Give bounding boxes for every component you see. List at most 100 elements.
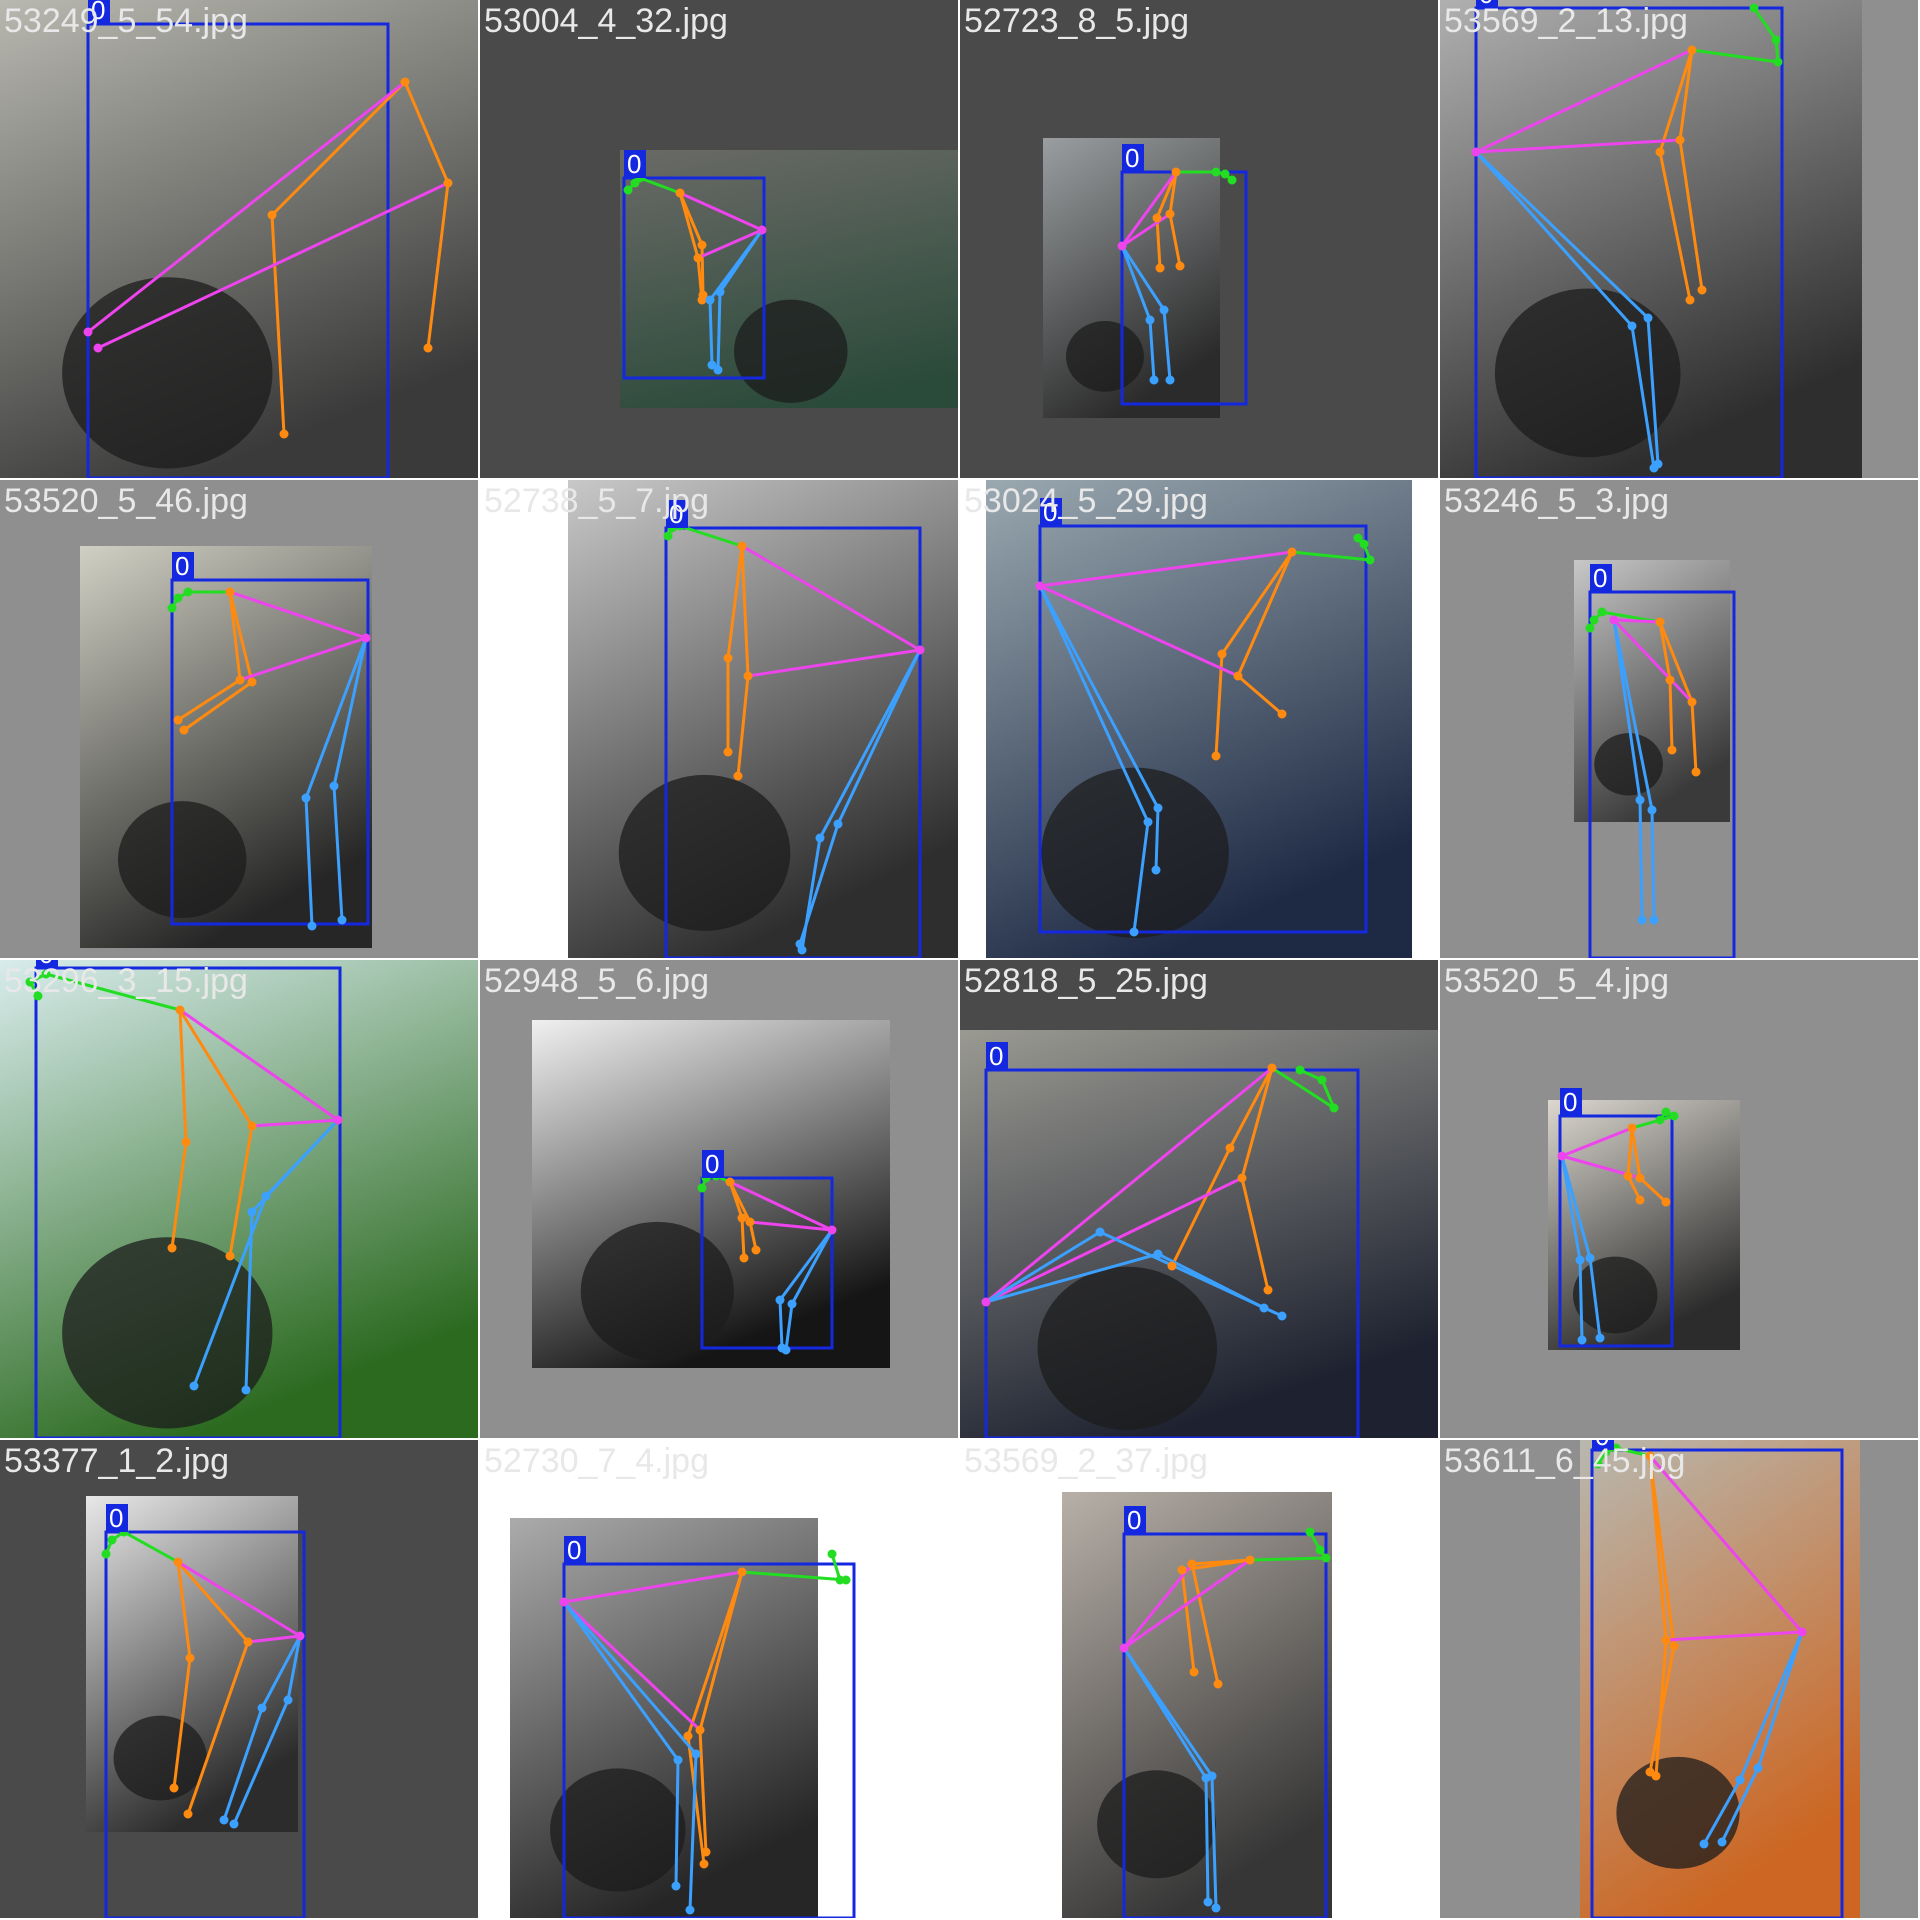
arm-keypoint	[1277, 709, 1287, 719]
arm-keypoint	[400, 77, 410, 87]
arm-keypoint	[1267, 1063, 1277, 1073]
detection-box	[664, 526, 922, 958]
forearm	[176, 678, 242, 722]
hip-keypoint	[1609, 615, 1619, 625]
shin	[222, 1706, 264, 1822]
forearm	[698, 1728, 708, 1854]
class-label-text: 0	[627, 149, 641, 179]
barbell-plate	[117, 801, 247, 918]
arm-keypoint	[693, 253, 703, 263]
head-keypoint	[1597, 607, 1607, 617]
thigh	[790, 1228, 834, 1306]
head-keypoint	[1315, 1545, 1325, 1555]
image-tile: 0 53520_5_46.jpg	[0, 480, 478, 958]
leg-keypoint	[1699, 1839, 1709, 1849]
tile-filename: 53249_5_54.jpg	[4, 2, 248, 40]
head-keypoint	[1593, 1459, 1603, 1469]
forearm	[1190, 1562, 1220, 1686]
tile-canvas: 0	[1440, 1440, 1918, 1918]
shin	[1162, 308, 1172, 382]
tile-canvas: 0	[1440, 0, 1918, 478]
head-keypoint	[827, 1549, 837, 1559]
arm-keypoint	[737, 541, 747, 551]
torso-edge	[1612, 618, 1662, 624]
arm-keypoint	[1167, 1261, 1177, 1271]
class-label-badge	[1040, 498, 1062, 526]
thigh	[984, 1252, 1160, 1304]
head-keypoint	[1365, 555, 1375, 565]
forearm	[700, 243, 705, 297]
leg-keypoint	[1149, 375, 1159, 385]
arm-keypoint	[675, 188, 685, 198]
shin	[674, 1758, 680, 1888]
forearm	[426, 181, 450, 350]
neck-edge	[678, 524, 744, 548]
tile-filename: 52730_7_4.jpg	[484, 1442, 710, 1480]
detection-box	[1558, 1114, 1674, 1348]
image-tile: 0 53004_4_32.jpg	[480, 0, 958, 478]
torso-edge	[562, 1600, 702, 1732]
upper-arm	[678, 191, 700, 260]
class-label-badge	[1124, 1506, 1146, 1534]
head-keypoint	[183, 587, 193, 597]
upper-arm	[270, 80, 407, 217]
class-label-text: 0	[39, 960, 53, 969]
arm-keypoint	[1635, 1173, 1645, 1183]
arm-keypoint	[1623, 1171, 1633, 1181]
arm-keypoint	[1263, 1285, 1273, 1295]
forearm	[270, 213, 286, 436]
arm-keypoint	[1177, 1565, 1187, 1575]
class-label-text: 0	[669, 499, 683, 529]
leg-keypoint	[301, 793, 311, 803]
image-tile: 0 53246_5_3.jpg	[1440, 480, 1918, 958]
upper-arm	[740, 544, 750, 678]
leg-keypoint	[283, 1695, 293, 1705]
arm-keypoint	[1665, 675, 1675, 685]
class-label-badge	[88, 0, 110, 24]
barbell-plate	[1572, 1256, 1658, 1334]
hip-keypoint	[757, 225, 767, 235]
upper-arm	[1630, 1126, 1642, 1180]
upper-arm	[1678, 48, 1694, 142]
leg-keypoint	[1647, 805, 1657, 815]
shin	[1156, 1252, 1266, 1310]
leg-keypoint	[1735, 1775, 1745, 1785]
arm-keypoint	[1237, 1173, 1247, 1183]
torso-edge	[1560, 1126, 1634, 1158]
arm-keypoint	[733, 771, 743, 781]
upper-arm	[1658, 620, 1672, 682]
class-label-text: 0	[91, 0, 105, 25]
tile-canvas: 0	[480, 1440, 958, 1918]
head-keypoint	[1773, 57, 1783, 67]
class-label-text: 0	[1479, 0, 1493, 9]
arm-keypoint	[1667, 745, 1677, 755]
leg-keypoint	[1143, 817, 1153, 827]
forearm	[736, 674, 750, 778]
leg-keypoint	[707, 360, 717, 370]
head-keypoint	[33, 991, 43, 1001]
arm-keypoint	[1635, 1195, 1645, 1205]
torso-edge	[1038, 550, 1294, 588]
head-keypoint	[1669, 1111, 1679, 1121]
leg-keypoint	[781, 1345, 791, 1355]
head-edge	[1320, 1078, 1336, 1110]
hip-keypoint	[361, 633, 371, 643]
forearm	[1654, 1638, 1668, 1778]
leg-keypoint	[1585, 1253, 1595, 1263]
forearm	[172, 1656, 192, 1790]
forearm	[748, 1220, 758, 1252]
torso-edge	[1122, 1562, 1194, 1650]
tile-filename: 52723_8_5.jpg	[964, 2, 1190, 40]
arm-keypoint	[1155, 263, 1165, 273]
shin	[688, 1752, 698, 1912]
head-keypoint	[1661, 1107, 1671, 1117]
arm-keypoint	[1661, 1197, 1671, 1207]
head-keypoint	[1329, 1103, 1339, 1113]
leg-keypoint	[1635, 795, 1645, 805]
tile-canvas: 0	[960, 960, 1438, 1438]
torso-edge	[1474, 138, 1682, 154]
thigh	[1474, 150, 1650, 320]
leg-keypoint	[673, 1755, 683, 1765]
neck-edge	[638, 176, 682, 195]
head-keypoint	[1585, 623, 1595, 633]
